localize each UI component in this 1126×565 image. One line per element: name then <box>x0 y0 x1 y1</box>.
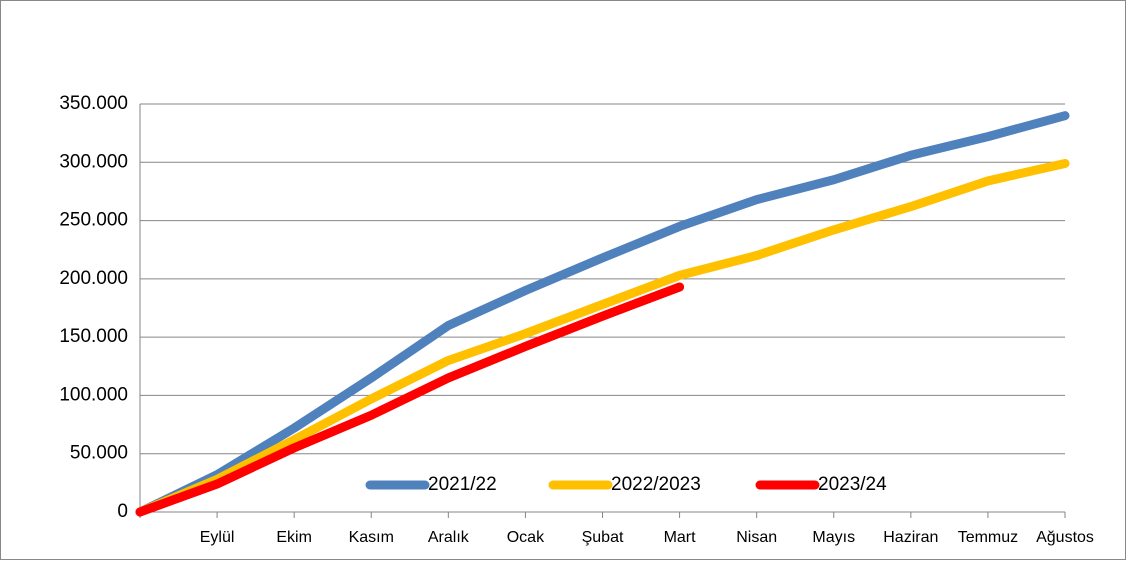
y-tick-label: 150.000 <box>59 326 128 347</box>
x-tick-label: Eylül <box>200 529 235 546</box>
x-tick-label: Mayıs <box>812 529 855 546</box>
x-tick-label: Mart <box>664 529 697 546</box>
legend-label: 2021/22 <box>428 474 497 495</box>
series-line <box>135 111 1070 517</box>
y-tick-label: 100.000 <box>59 384 128 405</box>
x-tick-label: Haziran <box>883 529 938 546</box>
legend-label: 2022/2023 <box>611 474 701 495</box>
y-tick-label: 350.000 <box>59 93 128 114</box>
x-tick-label: Aralık <box>428 529 470 546</box>
series-line <box>135 158 1070 517</box>
y-tick-label: 300.000 <box>59 151 128 172</box>
y-tick-label: 0 <box>117 501 128 522</box>
x-tick-label: Kasım <box>349 529 394 546</box>
x-tick-label: Temmuz <box>958 529 1018 546</box>
x-tick-label: Ocak <box>507 529 545 546</box>
y-tick-label: 50.000 <box>70 443 128 464</box>
x-tick-label: Şubat <box>582 529 624 546</box>
series-line <box>135 282 685 517</box>
x-tick-label: Nisan <box>736 529 777 546</box>
y-tick-label: 250.000 <box>59 210 128 231</box>
x-tick-label: Ağustos <box>1036 529 1094 546</box>
y-tick-label: 200.000 <box>59 268 128 289</box>
legend-label: 2023/24 <box>818 474 887 495</box>
x-tick-label: Ekim <box>276 529 312 546</box>
